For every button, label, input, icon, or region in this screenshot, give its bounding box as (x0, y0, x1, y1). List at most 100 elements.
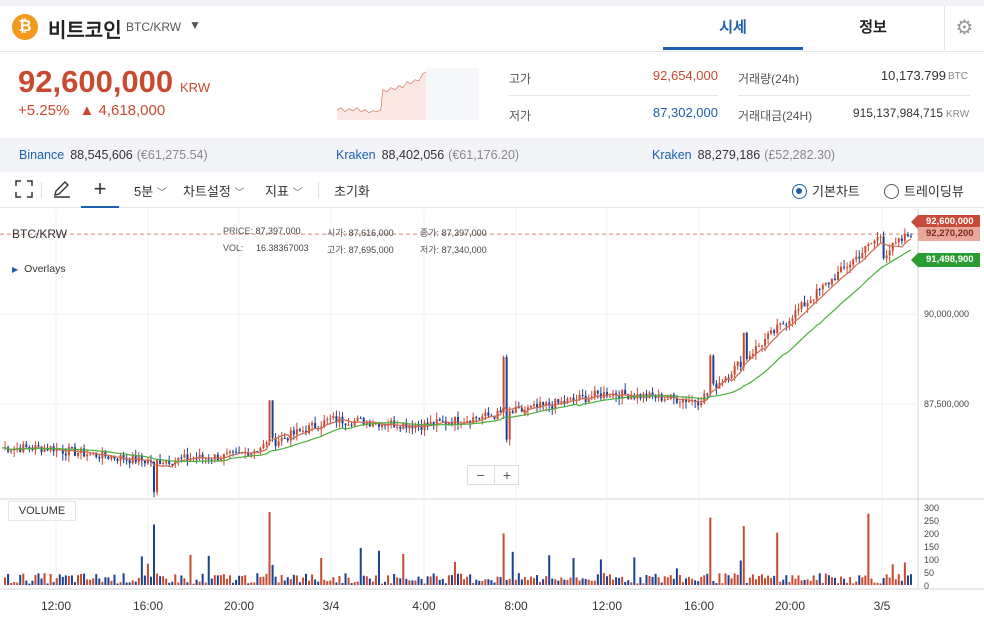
volume-bar (37, 573, 40, 585)
candle-body (441, 420, 444, 422)
candle-body (770, 330, 773, 334)
volume-bar (4, 577, 7, 585)
volume-bar (31, 580, 34, 585)
indicators-dropdown[interactable]: 지표 ﹀ (265, 181, 303, 200)
volume-bar (256, 573, 259, 585)
volume-bar (678, 575, 681, 585)
volume-bar (596, 574, 599, 585)
candle-body (873, 240, 876, 244)
pencil-icon[interactable] (52, 180, 72, 201)
volume-bar (374, 575, 377, 585)
volume-bar (396, 577, 399, 585)
candle-body (125, 459, 128, 461)
candle-body (40, 446, 43, 453)
candle-body (308, 425, 311, 433)
gear-icon[interactable]: ⚙ (944, 6, 984, 50)
candle-body (478, 418, 481, 420)
candle-body (840, 266, 843, 272)
candle-body (560, 401, 563, 403)
candle-body (876, 237, 879, 241)
candle-body (505, 357, 508, 440)
volume-bar (22, 573, 25, 585)
candle-body (529, 406, 532, 408)
candle-body (377, 422, 380, 427)
candle-body (31, 448, 34, 451)
candle-body (201, 454, 204, 459)
volume-bar (493, 582, 496, 585)
candle-body (818, 289, 821, 291)
volume-bar (852, 583, 855, 585)
candle-body (429, 421, 432, 426)
coin-dropdown-icon[interactable]: ▼ (189, 18, 201, 32)
volume-bar (283, 580, 286, 585)
volume-bar (7, 573, 10, 585)
candle-body (812, 299, 815, 301)
candle-body (262, 444, 265, 449)
price-change: +5.25% ▲ 4,618,000 (18, 102, 165, 119)
candle-body (739, 361, 742, 368)
zoom-out-button[interactable]: − (476, 467, 485, 483)
chart-settings-dropdown[interactable]: 차트설정 ﹀ (183, 181, 244, 200)
candle-body (815, 289, 818, 300)
fullscreen-icon[interactable] (15, 180, 33, 201)
volume-bar (326, 581, 329, 585)
candle-body (432, 421, 435, 426)
candle-body (678, 402, 681, 404)
volume-bar (487, 579, 490, 585)
volume-bar (605, 576, 608, 585)
volume-bar (423, 583, 426, 585)
tab-price[interactable]: 시세 (663, 6, 803, 50)
candle-body (219, 458, 222, 461)
candle-body (180, 457, 183, 459)
volume-bar (511, 551, 514, 585)
volume-bar (408, 580, 411, 585)
overlays-toggle[interactable]: ▶ Overlays (12, 263, 66, 275)
exchange-item[interactable]: Kraken 88,402,056 (€61,176.20) (336, 148, 519, 162)
coin-pair[interactable]: BTC/KRW (126, 20, 182, 34)
volume-bar (86, 579, 89, 585)
volume-bar (399, 578, 402, 585)
exchange-name: Kraken (336, 148, 376, 162)
volume-bar (393, 573, 396, 585)
volume-bar (900, 580, 903, 585)
candle-body (250, 452, 253, 457)
candle-body (435, 419, 438, 426)
volume-bar (706, 573, 709, 585)
candlestick-chart[interactable] (0, 209, 984, 619)
crosshair-tool-button[interactable]: + (81, 172, 119, 208)
ma-long-tag: 91,498,900 (911, 253, 980, 267)
exchange-item[interactable]: Kraken 88,279,186 (£52,282.30) (652, 148, 835, 162)
volume-bar (213, 575, 216, 585)
volume-bar (870, 578, 873, 585)
candle-body (329, 418, 332, 420)
volume-bar (153, 524, 155, 585)
volume-bar (490, 580, 493, 585)
candle-body (566, 398, 569, 403)
volume-bar (794, 578, 797, 585)
tab-info[interactable]: 정보 (859, 19, 887, 36)
volume-bar (803, 579, 806, 585)
candle-body (779, 323, 782, 325)
volume-bar (891, 564, 894, 585)
volume-bar (58, 574, 61, 585)
volume-bar (633, 557, 636, 585)
exchange-item[interactable]: Binance 88,545,606 (€61,275.54) (19, 148, 208, 162)
volume-bar (688, 576, 691, 585)
vol-tick-label: 150 (924, 542, 940, 552)
volume-bar (730, 578, 733, 585)
candle-body (803, 302, 806, 307)
mode-basic-radio[interactable]: 기본차트 (792, 181, 860, 200)
reset-button[interactable]: 초기화 (334, 184, 370, 199)
volume-bar (238, 575, 241, 585)
candle-body (654, 395, 657, 399)
interval-dropdown[interactable]: 5분 ﹀ (134, 181, 167, 200)
candle-body (280, 437, 283, 442)
chart-area[interactable]: BTC/KRW ▶ Overlays PRICE: 87,397,000 VOL:… (0, 209, 984, 619)
interval-label: 5분 (134, 184, 154, 199)
ohlc-value: 87,397,000 (441, 228, 487, 238)
mode-trading-radio[interactable]: 트레이딩뷰 (884, 181, 964, 200)
zoom-in-button[interactable]: + (494, 466, 519, 484)
volume-bar (140, 556, 143, 585)
coin-name[interactable]: 비트코인 (48, 20, 122, 42)
volume-bar (390, 583, 393, 585)
